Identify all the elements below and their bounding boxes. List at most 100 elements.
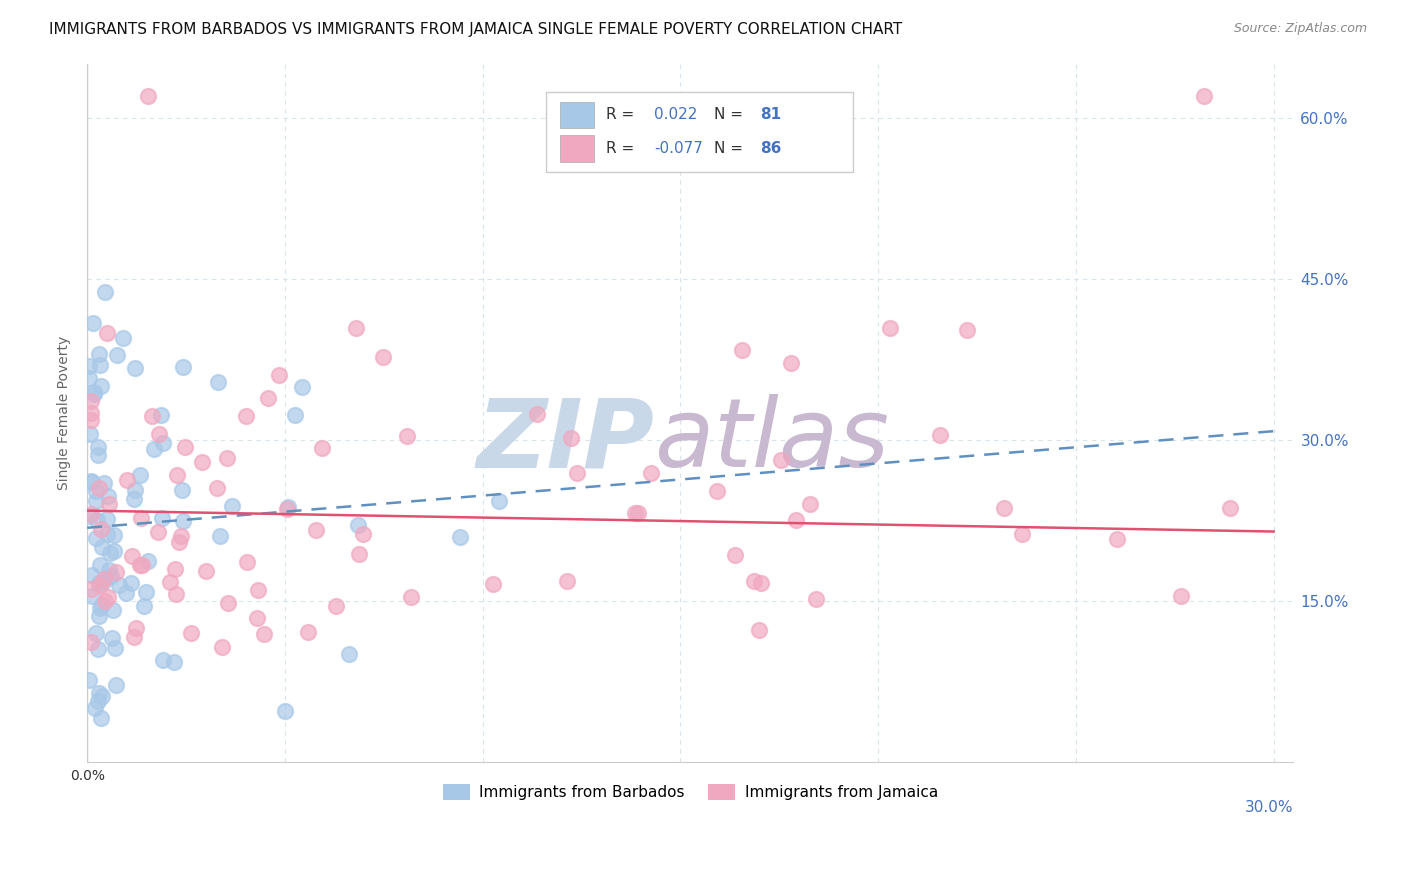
Text: 86: 86 (761, 141, 782, 156)
Immigrants from Jamaica (555, 574, 578, 588)
Immigrants from Barbados (84, 531, 107, 545)
Immigrants from Barbados (150, 511, 173, 525)
Immigrants from Barbados (90, 711, 112, 725)
Immigrants from Jamaica (352, 526, 374, 541)
Immigrants from Jamaica (166, 467, 188, 482)
Immigrants from Barbados (87, 686, 110, 700)
Text: R =: R = (606, 108, 634, 122)
Immigrants from Jamaica (245, 610, 267, 624)
Immigrants from Barbados (120, 576, 142, 591)
Text: atlas: atlas (654, 394, 889, 487)
Immigrants from Barbados (274, 704, 297, 718)
Immigrants from Barbados (89, 558, 111, 572)
Immigrants from Barbados (90, 379, 112, 393)
Immigrants from Jamaica (627, 506, 650, 520)
Immigrants from Jamaica (349, 547, 371, 561)
Immigrants from Jamaica (125, 621, 148, 635)
Immigrants from Jamaica (190, 455, 212, 469)
Immigrants from Jamaica (785, 513, 807, 527)
Immigrants from Barbados (84, 484, 107, 499)
Immigrants from Jamaica (170, 529, 193, 543)
Immigrants from Jamaica (80, 394, 103, 409)
Text: R =: R = (606, 141, 634, 156)
Immigrants from Barbados (96, 527, 118, 541)
Immigrants from Jamaica (80, 635, 103, 649)
Immigrants from Jamaica (1011, 527, 1033, 541)
Immigrants from Jamaica (124, 630, 146, 644)
Immigrants from Barbados (142, 442, 165, 456)
Immigrants from Jamaica (207, 481, 229, 495)
Immigrants from Jamaica (526, 407, 548, 421)
Immigrants from Barbados (77, 370, 100, 384)
Immigrants from Barbados (79, 427, 101, 442)
Immigrants from Barbados (86, 642, 108, 657)
Immigrants from Jamaica (87, 481, 110, 495)
Immigrants from Jamaica (311, 442, 333, 456)
Immigrants from Barbados (91, 574, 114, 589)
Immigrants from Jamaica (217, 596, 239, 610)
Immigrants from Jamaica (560, 431, 582, 445)
Immigrants from Barbados (277, 500, 299, 514)
Immigrants from Barbados (91, 598, 114, 612)
Text: Source: ZipAtlas.com: Source: ZipAtlas.com (1233, 22, 1367, 36)
Immigrants from Barbados (163, 655, 186, 669)
Immigrants from Barbados (77, 673, 100, 688)
Immigrants from Barbados (82, 316, 104, 330)
Immigrants from Jamaica (706, 484, 728, 499)
Immigrants from Jamaica (80, 407, 103, 421)
Immigrants from Jamaica (236, 555, 259, 569)
Text: N =: N = (714, 141, 744, 156)
Immigrants from Barbados (89, 358, 111, 372)
Immigrants from Jamaica (163, 562, 186, 576)
Immigrants from Barbados (170, 483, 193, 497)
Immigrants from Jamaica (80, 507, 103, 521)
Immigrants from Barbados (96, 512, 118, 526)
Immigrants from Barbados (152, 436, 174, 450)
Immigrants from Jamaica (879, 320, 901, 334)
Immigrants from Jamaica (297, 625, 319, 640)
Immigrants from Barbados (80, 475, 103, 489)
Immigrants from Barbados (108, 578, 131, 592)
Immigrants from Barbados (98, 546, 121, 560)
Immigrants from Barbados (101, 603, 124, 617)
Immigrants from Jamaica (180, 626, 202, 640)
Immigrants from Jamaica (567, 467, 589, 481)
Immigrants from Barbados (103, 543, 125, 558)
Immigrants from Barbados (283, 409, 305, 423)
Immigrants from Barbados (105, 348, 128, 362)
Immigrants from Jamaica (174, 440, 197, 454)
Immigrants from Barbados (207, 376, 229, 390)
Immigrants from Barbados (90, 690, 112, 704)
Immigrants from Jamaica (211, 640, 233, 654)
Immigrants from Barbados (124, 483, 146, 498)
Immigrants from Jamaica (344, 320, 367, 334)
Immigrants from Jamaica (90, 522, 112, 536)
Immigrants from Jamaica (804, 592, 827, 607)
Immigrants from Jamaica (169, 535, 191, 549)
Immigrants from Barbados (209, 529, 232, 543)
Immigrants from Jamaica (115, 474, 138, 488)
FancyBboxPatch shape (546, 92, 853, 172)
Immigrants from Barbados (82, 475, 104, 490)
Immigrants from Barbados (87, 347, 110, 361)
Immigrants from Jamaica (93, 572, 115, 586)
Immigrants from Barbados (221, 499, 243, 513)
Immigrants from Jamaica (97, 590, 120, 604)
Immigrants from Jamaica (165, 587, 187, 601)
Immigrants from Jamaica (129, 511, 152, 525)
Immigrants from Jamaica (276, 501, 298, 516)
Immigrants from Barbados (90, 541, 112, 555)
Immigrants from Barbados (135, 585, 157, 599)
Immigrants from Barbados (488, 494, 510, 508)
Immigrants from Jamaica (217, 450, 239, 465)
Immigrants from Jamaica (159, 575, 181, 590)
Immigrants from Jamaica (136, 89, 159, 103)
Immigrants from Barbados (112, 331, 135, 345)
Text: IMMIGRANTS FROM BARBADOS VS IMMIGRANTS FROM JAMAICA SINGLE FEMALE POVERTY CORREL: IMMIGRANTS FROM BARBADOS VS IMMIGRANTS F… (49, 22, 903, 37)
Immigrants from Barbados (103, 527, 125, 541)
Immigrants from Jamaica (80, 582, 103, 596)
Immigrants from Jamaica (246, 582, 269, 597)
Immigrants from Jamaica (1105, 532, 1128, 546)
Immigrants from Jamaica (748, 623, 770, 637)
Immigrants from Jamaica (325, 599, 347, 613)
